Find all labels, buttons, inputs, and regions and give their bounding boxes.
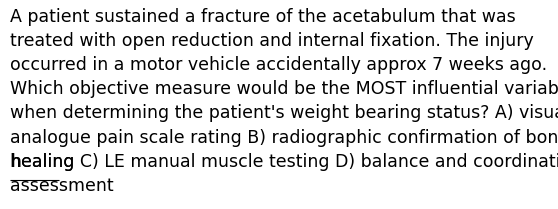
Text: analogue pain scale rating B) radiographic confirmation of bone: analogue pain scale rating B) radiograph… (10, 129, 558, 147)
Text: healing C) LE manual muscle testing D) balance and coordination: healing C) LE manual muscle testing D) b… (10, 153, 558, 171)
Text: assessment: assessment (10, 177, 114, 195)
Text: Which objective measure would be the MOST influential variable: Which objective measure would be the MOS… (10, 80, 558, 98)
Text: healing: healing (10, 153, 74, 171)
Text: treated with open reduction and internal fixation. The injury: treated with open reduction and internal… (10, 32, 534, 50)
Text: occurred in a motor vehicle accidentally approx 7 weeks ago.: occurred in a motor vehicle accidentally… (10, 56, 547, 74)
Text: when determining the patient's weight bearing status? A) visual: when determining the patient's weight be… (10, 104, 558, 122)
Text: A patient sustained a fracture of the acetabulum that was: A patient sustained a fracture of the ac… (10, 8, 516, 26)
